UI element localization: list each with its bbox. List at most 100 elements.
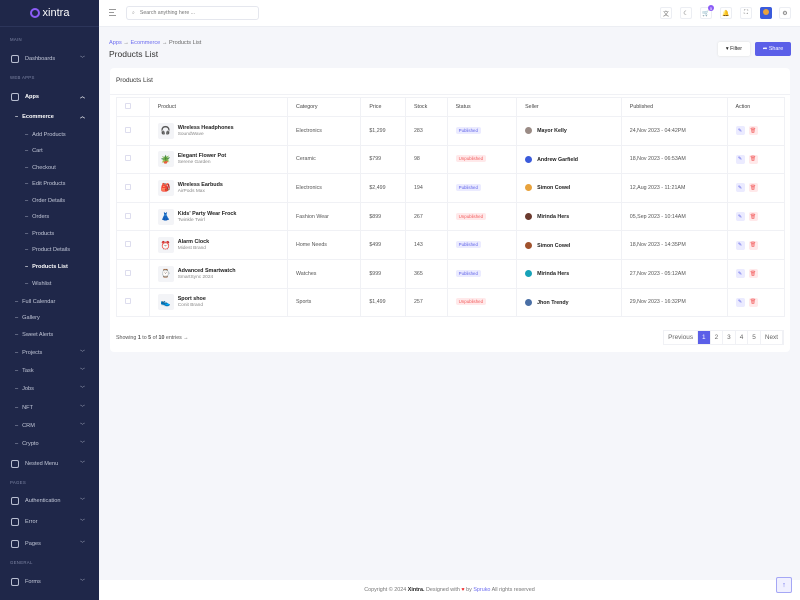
- page-4[interactable]: 4: [736, 331, 749, 344]
- sidebar-item-nested-menu[interactable]: Nested Menu ﹀: [0, 459, 99, 468]
- stock: 194: [404, 173, 448, 203]
- settings-icon[interactable]: ⚙: [779, 7, 791, 19]
- row-checkbox[interactable]: [125, 269, 131, 276]
- product-name[interactable]: Alarm Clock: [177, 239, 210, 246]
- bell-icon[interactable]: 🔔: [720, 7, 732, 19]
- product-name[interactable]: Sport shoe: [177, 296, 206, 303]
- row-checkbox[interactable]: [125, 155, 131, 162]
- published-date: 27,Nov 2023 - 05:12AM: [620, 258, 728, 289]
- sidebar-category: PAGES: [10, 480, 26, 485]
- avatar[interactable]: [760, 7, 772, 19]
- status-badge: Published: [455, 183, 481, 191]
- footer: Copyright © 2024 Xintra. Designed with ♥…: [99, 580, 800, 600]
- category: Electronics: [286, 116, 362, 146]
- product-name[interactable]: Elegant Flower Pot: [177, 153, 227, 160]
- sidebar-item-product-details[interactable]: – Product Details: [25, 246, 71, 253]
- delete-button[interactable]: 🗑: [748, 154, 758, 164]
- sidebar-item-pages[interactable]: Pages ﹀: [0, 539, 99, 548]
- row-checkbox[interactable]: [125, 212, 131, 219]
- filter-button[interactable]: ▾ Filter: [718, 42, 750, 56]
- edit-button[interactable]: ✎: [735, 183, 745, 193]
- fullscreen-icon[interactable]: ⛶: [740, 7, 752, 19]
- share-button[interactable]: ➦ Share: [755, 42, 791, 56]
- sidebar-item-crm[interactable]: – CRM ﹀: [15, 422, 85, 430]
- row-checkbox[interactable]: [125, 298, 131, 305]
- sidebar-item-edit-products[interactable]: – Edit Products: [25, 180, 66, 187]
- select-all-checkbox[interactable]: [125, 103, 131, 109]
- chevron-down-icon: ﹀: [79, 56, 85, 62]
- sidebar-item-forms[interactable]: Forms ﹀: [0, 577, 99, 586]
- column-header: Price: [360, 97, 406, 117]
- delete-button[interactable]: 🗑: [748, 126, 758, 136]
- sidebar-item-add-products[interactable]: – Add Products: [25, 131, 66, 138]
- product-image: 👗: [157, 208, 174, 225]
- edit-button[interactable]: ✎: [735, 212, 745, 222]
- delete-button[interactable]: 🗑: [748, 183, 758, 193]
- column-header: Stock: [404, 97, 448, 117]
- column-header: Action: [726, 97, 786, 117]
- edit-button[interactable]: ✎: [735, 269, 745, 279]
- sidebar-item-apps[interactable]: Apps ︿: [0, 92, 99, 101]
- product-name[interactable]: Advanced Smartwatch: [177, 267, 236, 274]
- sidebar-item-products[interactable]: – Products: [25, 230, 55, 237]
- product-brand: SoundWave: [177, 131, 204, 137]
- sidebar-item-crypto[interactable]: – Crypto ﹀: [15, 440, 85, 448]
- products-table: Product Category Price Stock Status Seller Pub…: [116, 97, 786, 318]
- translate-icon[interactable]: 文: [660, 7, 672, 19]
- seller-avatar: [525, 127, 533, 135]
- product-name[interactable]: Wireless Earbuds: [177, 181, 223, 188]
- moon-icon[interactable]: ☾: [680, 7, 692, 19]
- sidebar-item-jobs[interactable]: – Jobs ﹀: [15, 385, 85, 393]
- delete-button[interactable]: 🗑: [748, 269, 758, 279]
- breadcrumb-apps[interactable]: Apps: [109, 40, 122, 46]
- sidebar-item-order-details[interactable]: – Order Details: [25, 197, 66, 204]
- row-checkbox[interactable]: [125, 126, 131, 133]
- warning-icon: [11, 517, 19, 526]
- company-link[interactable]: Spruko: [473, 587, 491, 593]
- page-previous[interactable]: Previous: [664, 331, 699, 344]
- sidebar-item-error[interactable]: Error ﹀: [0, 517, 99, 526]
- delete-button[interactable]: 🗑: [748, 240, 758, 250]
- sidebar-item-task[interactable]: – Task ﹀: [15, 367, 85, 375]
- sidebar-item-products-list[interactable]: – Products List: [25, 263, 68, 270]
- sidebar-item-full-calendar[interactable]: – Full Calendar: [15, 298, 56, 305]
- page-1[interactable]: 1: [698, 331, 711, 344]
- sidebar-item-projects[interactable]: – Projects ﹀: [15, 349, 85, 357]
- delete-button[interactable]: 🗑: [748, 297, 758, 307]
- sidebar-item-wishlist[interactable]: – Wishlist: [25, 280, 52, 287]
- search-input[interactable]: [139, 10, 250, 16]
- sidebar-item-authentication[interactable]: Authentication ﹀: [0, 496, 99, 505]
- row-checkbox[interactable]: [125, 183, 131, 190]
- sidebar-item-dashboards[interactable]: Dashboards ﹀: [0, 54, 99, 63]
- seller-avatar: [525, 241, 533, 249]
- sidebar-item-gallery[interactable]: – Gallery: [15, 314, 40, 321]
- sidebar-item-orders[interactable]: – Orders: [25, 213, 50, 220]
- table-row: 🎒 Wireless Earbuds AirPods Max Electronics…: [116, 173, 786, 203]
- seller-avatar: [525, 155, 533, 163]
- sidebar-item-nft[interactable]: – NFT ﹀: [15, 404, 85, 412]
- page-5[interactable]: 5: [748, 331, 761, 344]
- edit-button[interactable]: ✎: [735, 297, 745, 307]
- sidebar-item-cart[interactable]: – Cart: [25, 147, 43, 154]
- edit-button[interactable]: ✎: [735, 240, 745, 250]
- row-checkbox[interactable]: [125, 241, 131, 248]
- product-name[interactable]: Wireless Headphones: [177, 124, 234, 131]
- edit-button[interactable]: ✎: [735, 154, 745, 164]
- page-2[interactable]: 2: [711, 331, 724, 344]
- sidebar-item-checkout[interactable]: – Checkout: [25, 164, 56, 171]
- logo[interactable]: xintra: [0, 0, 99, 27]
- published-date: 12,Aug 2023 - 11:21AM: [620, 173, 728, 203]
- search-box[interactable]: ⌕: [126, 6, 259, 20]
- seller-name: Mayor Kelly: [537, 128, 567, 135]
- breadcrumb-ecommerce[interactable]: Ecommerce: [130, 40, 161, 46]
- menu-toggle-icon[interactable]: [109, 9, 116, 16]
- page-3[interactable]: 3: [723, 331, 736, 344]
- edit-button[interactable]: ✎: [735, 126, 745, 136]
- sidebar-item-sweet-alerts[interactable]: – Sweet Alerts: [15, 331, 54, 338]
- page-next[interactable]: Next: [761, 331, 783, 344]
- product-name[interactable]: Kids' Party Wear Frock: [177, 210, 237, 217]
- delete-button[interactable]: 🗑: [748, 212, 758, 222]
- sidebar-item-ecommerce[interactable]: – Ecommerce ︿: [15, 113, 85, 121]
- scroll-to-top-button[interactable]: ↑: [776, 577, 792, 593]
- cart-icon[interactable]: 🛒 5: [700, 5, 714, 19]
